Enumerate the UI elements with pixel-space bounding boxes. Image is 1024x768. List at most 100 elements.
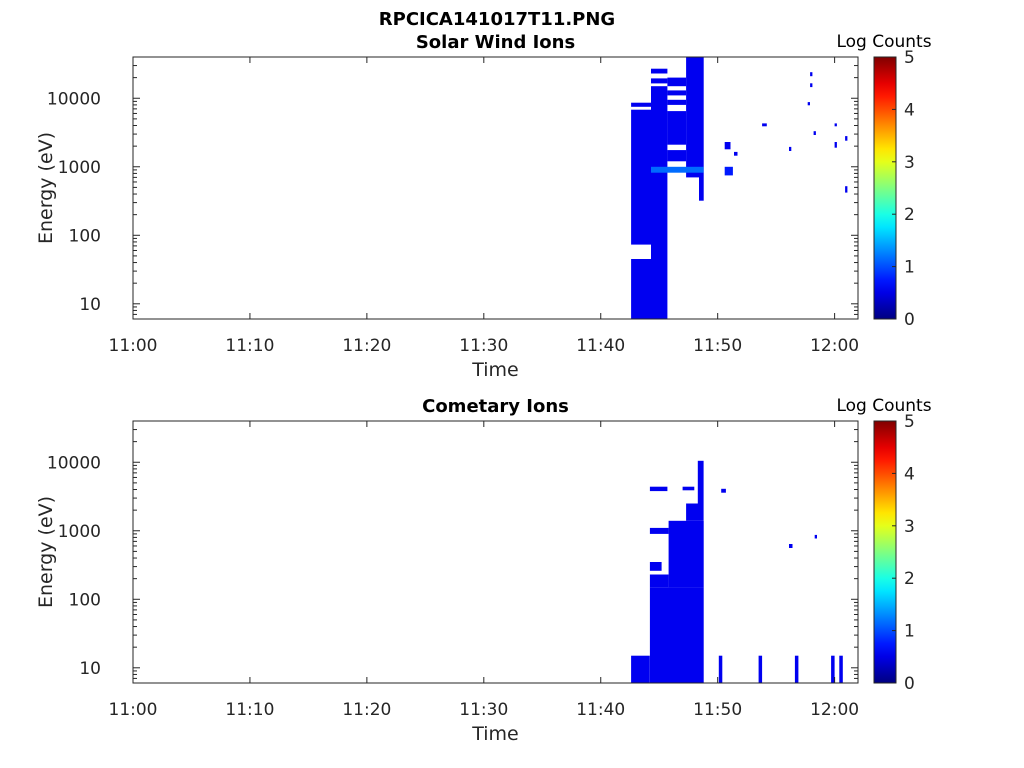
data-cell xyxy=(734,151,738,156)
y-axis-label: Energy (eV) xyxy=(35,496,57,608)
data-cell xyxy=(682,486,695,491)
colorbar: Log Counts 0 1 2 3 4 5 xyxy=(836,32,931,330)
data-cell xyxy=(834,142,837,148)
x-tick-label: 12:00 xyxy=(810,336,859,356)
data-cell xyxy=(631,655,650,683)
data-cell xyxy=(667,111,687,145)
y-axis-label: Energy (eV) xyxy=(35,132,57,244)
x-axis-label: Time xyxy=(471,359,519,381)
y-tick-label: 1000 xyxy=(58,522,101,542)
colorbar-gradient xyxy=(873,56,897,320)
colorbar-tick-label: 0 xyxy=(904,310,915,330)
data-cell xyxy=(839,655,843,683)
panel-title: Cometary Ions xyxy=(422,396,569,417)
data-cell xyxy=(721,488,726,493)
x-tick-label: 11:00 xyxy=(109,336,158,356)
x-tick-label: 11:40 xyxy=(576,336,625,356)
data-cell xyxy=(651,86,668,319)
data-cell xyxy=(667,150,687,162)
x-tick-label: 11:50 xyxy=(693,700,742,720)
axes-box xyxy=(132,56,859,320)
y-tick-label: 100 xyxy=(69,590,101,610)
x-tick-label: 11:30 xyxy=(459,700,508,720)
colorbar-tick-label: 4 xyxy=(904,464,915,484)
colorbar-tick-label: 3 xyxy=(904,517,915,537)
data-cell xyxy=(699,57,704,201)
data-cell xyxy=(649,574,669,588)
data-cell xyxy=(651,68,668,74)
y-tick-label: 10 xyxy=(79,659,101,679)
data-cell xyxy=(810,83,813,88)
plots-container: 11:00 11:10 11:20 11:30 11:40 11:50 12:0010100… xyxy=(35,32,932,745)
colorbar: Log Counts 0 1 2 3 4 5 xyxy=(836,396,931,694)
data-cell xyxy=(667,77,687,87)
data-cell xyxy=(631,259,651,319)
data-cell xyxy=(794,655,799,683)
data-cell xyxy=(845,186,848,193)
data-cell xyxy=(686,57,699,178)
data-cell xyxy=(762,123,767,127)
y-tick-label: 10 xyxy=(79,295,101,315)
data-cell xyxy=(649,587,704,683)
x-tick-label: 12:00 xyxy=(810,700,859,720)
data-cell xyxy=(807,102,810,106)
x-tick-label: 11:00 xyxy=(109,700,158,720)
colorbar-tick-label: 2 xyxy=(904,205,915,225)
data-cell xyxy=(810,72,813,77)
data-cell xyxy=(649,527,669,534)
data-cell xyxy=(724,166,733,176)
colorbar-tick-label: 4 xyxy=(904,100,915,120)
y-tick-label: 100 xyxy=(69,226,101,246)
data-cell xyxy=(814,534,817,539)
colorbar-label: Log Counts xyxy=(836,32,931,52)
colorbar-tick-label: 0 xyxy=(904,674,915,694)
colorbar-tick-label: 5 xyxy=(904,412,915,432)
x-tick-label: 11:40 xyxy=(576,700,625,720)
panel-1: 11:00 11:10 11:20 11:30 11:40 11:50 12:0010100… xyxy=(35,32,932,381)
data-cell xyxy=(649,562,662,571)
data-cell xyxy=(845,136,848,141)
data-cell xyxy=(667,90,687,96)
x-tick-label: 11:10 xyxy=(225,700,274,720)
colorbar-tick-label: 5 xyxy=(904,48,915,68)
data-cell xyxy=(831,655,835,683)
data-cell xyxy=(686,503,704,521)
data-cell xyxy=(631,102,651,107)
data-cell xyxy=(651,78,668,84)
panel-title: Solar Wind Ions xyxy=(416,32,575,53)
data-cells xyxy=(631,57,848,319)
data-cell xyxy=(651,166,704,173)
figure-title: RPCICA141017T11.PNG xyxy=(379,9,615,30)
data-cell xyxy=(789,146,792,151)
data-cell xyxy=(649,486,668,492)
x-tick-label: 11:20 xyxy=(342,336,391,356)
data-cell xyxy=(668,520,704,588)
colorbar-gradient xyxy=(873,420,897,684)
data-cell xyxy=(631,109,651,245)
colorbar-tick-label: 3 xyxy=(904,153,915,173)
panel-2: 11:00 11:10 11:20 11:30 11:40 11:50 12:0010100… xyxy=(35,396,932,745)
data-cell xyxy=(834,123,837,127)
data-cell xyxy=(789,544,793,548)
data-cell xyxy=(697,460,704,504)
y-tick-label: 10000 xyxy=(47,453,101,473)
x-tick-label: 11:20 xyxy=(342,700,391,720)
data-cell xyxy=(813,131,816,135)
data-cell xyxy=(718,655,723,683)
data-cells xyxy=(631,460,843,683)
colorbar-tick-label: 2 xyxy=(904,569,915,589)
x-axis-label: Time xyxy=(471,723,519,745)
x-tick-label: 11:30 xyxy=(459,336,508,356)
colorbar-tick-label: 1 xyxy=(904,622,915,642)
colorbar-tick-label: 1 xyxy=(904,258,915,278)
data-cell xyxy=(758,655,763,683)
colorbar-label: Log Counts xyxy=(836,396,931,416)
y-tick-label: 10000 xyxy=(47,89,101,109)
x-tick-label: 11:10 xyxy=(225,336,274,356)
x-tick-label: 11:50 xyxy=(693,336,742,356)
axes-box xyxy=(132,420,859,684)
data-cell xyxy=(667,99,687,105)
y-tick-label: 1000 xyxy=(58,158,101,178)
data-cell xyxy=(724,142,731,150)
